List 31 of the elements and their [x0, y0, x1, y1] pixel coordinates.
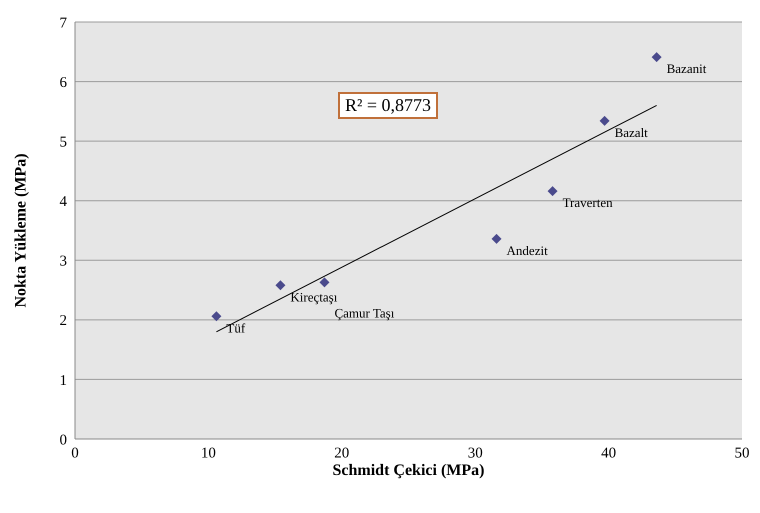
x-tick-label: 30	[468, 446, 483, 462]
annotation: Kireçtaşı	[290, 289, 338, 304]
annotation: Andezit	[506, 242, 548, 258]
point	[652, 52, 662, 62]
x-tick-label: 10	[200, 446, 216, 462]
x-tick-label: 20	[334, 446, 350, 462]
point	[319, 277, 330, 288]
y-tick-label: 3	[60, 254, 67, 270]
annotation: Bazalt	[614, 124, 648, 140]
point	[492, 234, 502, 244]
x-tick-label: 50	[734, 446, 750, 462]
y-tick-label: 5	[60, 134, 67, 150]
y-tick-label: 1	[60, 372, 67, 389]
y-tick-label: 6	[60, 74, 68, 91]
y-tick-label: 4	[60, 194, 68, 210]
point	[548, 186, 558, 196]
y-tick-label: 0	[60, 432, 67, 448]
annotation: Traverten	[562, 195, 614, 210]
y-tick-label: 2	[60, 313, 67, 330]
annotation: Çamur Taşı	[334, 305, 395, 320]
point	[600, 116, 610, 126]
y-tick-label: 7	[60, 15, 68, 32]
annotation: Bazanit	[666, 61, 707, 76]
point	[211, 311, 222, 322]
x-tick-label: 0	[71, 446, 79, 462]
y-axis-title: Nokta Yükleme (MPa)	[12, 153, 30, 308]
point	[275, 280, 286, 290]
annotation: R² = 0,8773	[338, 92, 438, 119]
x-axis-title: Schmidt Çekici (MPa)	[332, 462, 484, 479]
annotation: Tüf	[226, 320, 246, 336]
x-tick-label: 40	[601, 446, 616, 462]
